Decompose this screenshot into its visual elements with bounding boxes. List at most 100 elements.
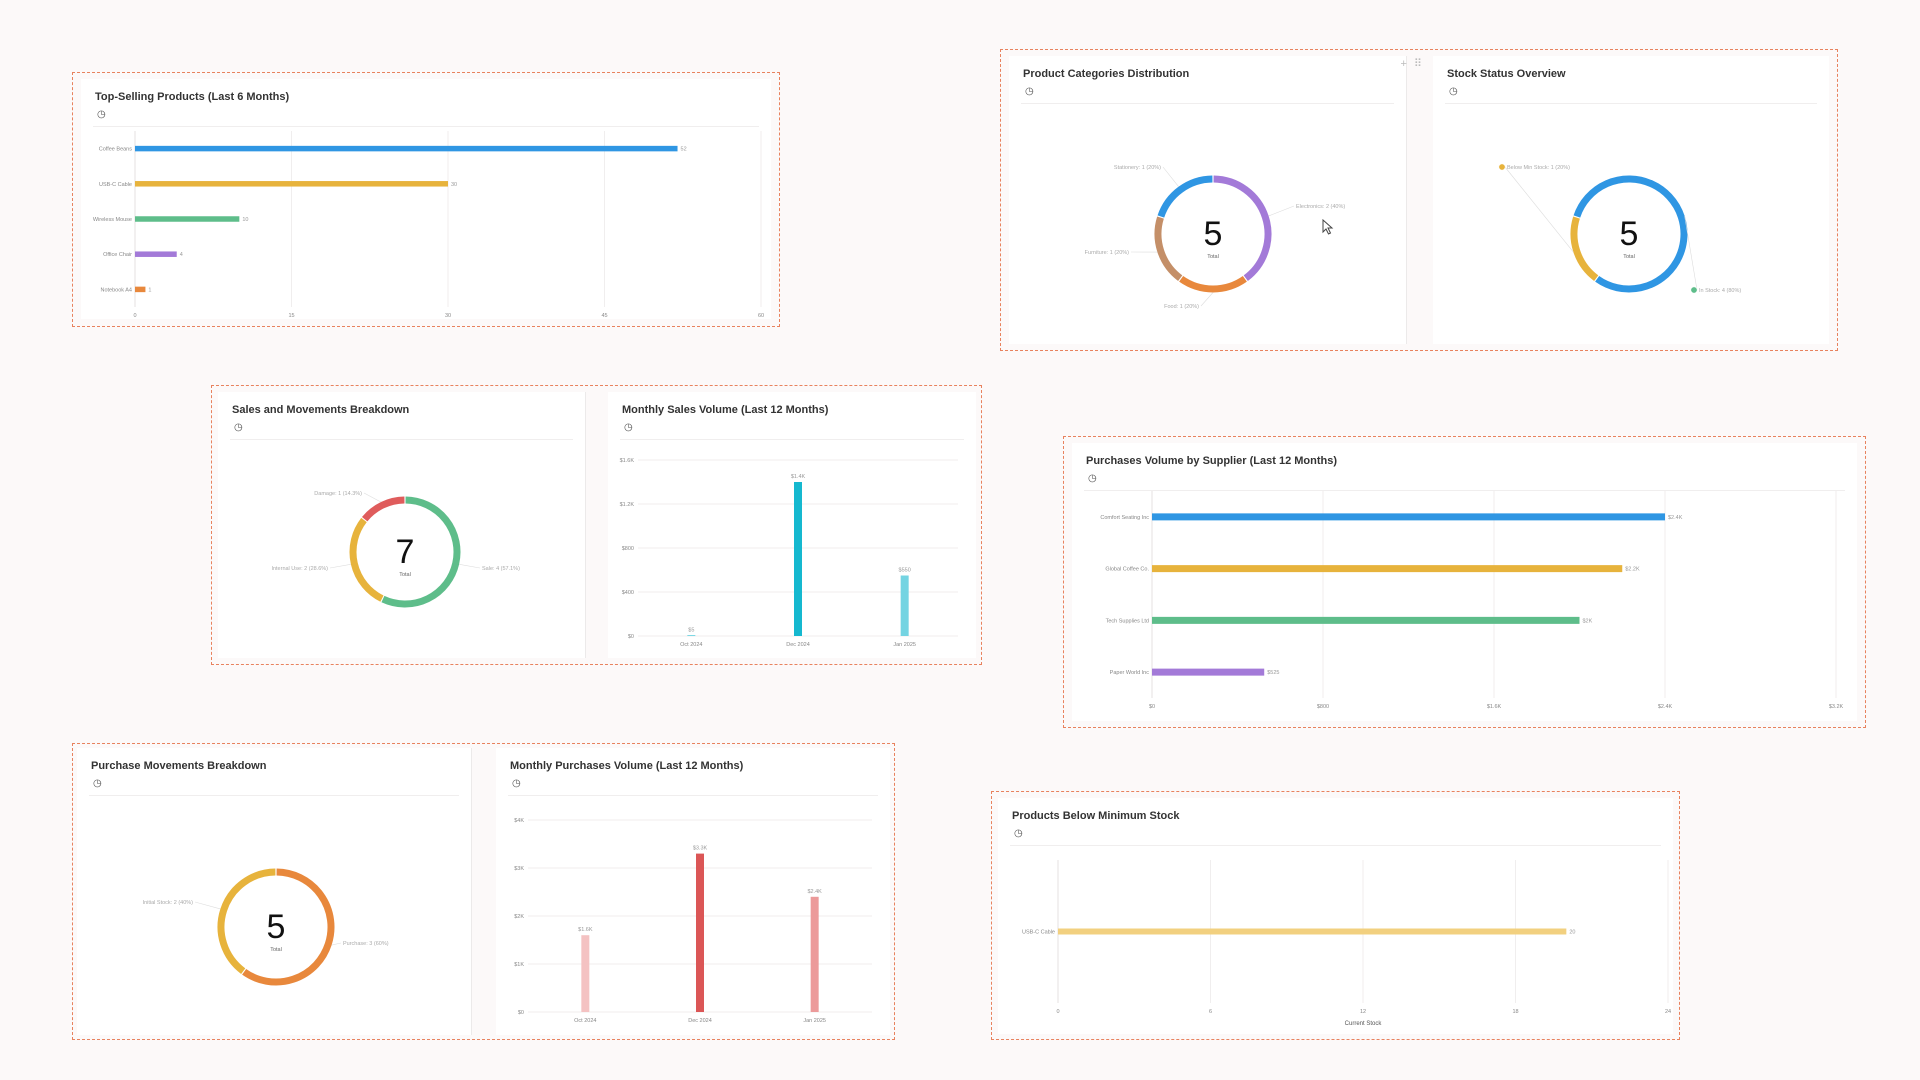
clock-icon[interactable]: ◷ bbox=[97, 109, 106, 120]
card-monthly-sales[interactable]: Monthly Sales Volume (Last 12 Months) ◷ … bbox=[608, 392, 976, 658]
clock-icon[interactable]: ◷ bbox=[234, 422, 243, 433]
leader-line bbox=[1684, 215, 1698, 291]
x-tick-label: 18 bbox=[1512, 1009, 1518, 1015]
divider bbox=[1084, 490, 1845, 491]
bar bbox=[581, 935, 590, 1012]
category-label: Wireless Mouse bbox=[93, 217, 132, 223]
bar bbox=[135, 181, 448, 187]
data-label: $1.6K bbox=[578, 927, 593, 933]
x-tick-label: $800 bbox=[1317, 704, 1329, 710]
card-title: Stock Status Overview bbox=[1447, 68, 1566, 80]
divider bbox=[1021, 103, 1394, 104]
data-label: $2.2K bbox=[1625, 567, 1640, 573]
bar bbox=[1058, 928, 1567, 935]
x-tick-label: 24 bbox=[1665, 1009, 1671, 1015]
donut-slice bbox=[361, 496, 405, 522]
donut-slice bbox=[1570, 216, 1599, 281]
clock-icon[interactable]: ◷ bbox=[1449, 86, 1458, 97]
widget-group-sales: Sales and Movements Breakdown ◷ Sale: 4 … bbox=[211, 385, 982, 665]
data-label: 20 bbox=[1569, 930, 1575, 936]
card-purchases-by-supplier[interactable]: Purchases Volume by Supplier (Last 12 Mo… bbox=[1072, 443, 1857, 721]
data-label: $2.4K bbox=[1668, 515, 1683, 521]
card-top-selling-products[interactable]: Top-Selling Products (Last 6 Months) ◷ 0… bbox=[81, 79, 771, 319]
card-title: Top-Selling Products (Last 6 Months) bbox=[95, 91, 290, 103]
card-purchase-breakdown[interactable]: Purchase Movements Breakdown ◷ Purchase:… bbox=[77, 748, 472, 1035]
top-selling-chart: 0 15 30 45 60 Coffee Beans 52 USB-C Cable 30 Wire… bbox=[93, 131, 764, 319]
card-product-categories[interactable]: Product Categories Distribution ◷ Electr… bbox=[1009, 56, 1422, 344]
cursor-icon bbox=[1322, 219, 1334, 235]
purchase-breakdown-donut-chart: Purchase: 3 (60%) Initial Stock: 2 (40%) 5… bbox=[143, 868, 389, 986]
category-label: USB-C Cable bbox=[1022, 930, 1055, 936]
data-label: 52 bbox=[681, 147, 687, 153]
card-below-minimum-stock[interactable]: Products Below Minimum Stock ◷ 0 6 12 18 24 U… bbox=[998, 798, 1673, 1034]
leader-line bbox=[1162, 166, 1179, 187]
donut-slice bbox=[1157, 175, 1213, 218]
y-tick-label: $4K bbox=[514, 818, 524, 824]
bar bbox=[1152, 565, 1623, 573]
data-label: 1 bbox=[148, 287, 151, 293]
data-label: $525 bbox=[1267, 670, 1279, 676]
x-tick-label: 15 bbox=[288, 313, 294, 319]
y-tick-label: $3K bbox=[514, 866, 524, 872]
widget-group-top-selling: Top-Selling Products (Last 6 Months) ◷ 0… bbox=[72, 72, 780, 327]
y-tick-label: $800 bbox=[622, 546, 634, 552]
clock-icon[interactable]: ◷ bbox=[1025, 86, 1034, 97]
x-tick-label: 6 bbox=[1209, 1009, 1212, 1015]
bar bbox=[135, 145, 678, 152]
stock-status-donut-chart: In Stock: 4 (80%) Below Min Stock: 1 (20%… bbox=[1498, 163, 1741, 294]
clock-icon[interactable]: ◷ bbox=[1014, 828, 1023, 839]
donut-slice bbox=[1573, 175, 1688, 293]
slice-label: Stationery: 1 (20%) bbox=[1114, 165, 1161, 171]
donut-total-label: Total bbox=[399, 572, 411, 578]
card-monthly-purchases[interactable]: Monthly Purchases Volume (Last 12 Months… bbox=[496, 748, 890, 1035]
x-tick-label: 45 bbox=[601, 313, 607, 319]
slice-label: Damage: 1 (14.3%) bbox=[314, 491, 362, 497]
clock-icon[interactable]: ◷ bbox=[93, 778, 102, 789]
monthly-sales-chart: $0 $400 $800 $1.2K $1.6K $5 Oct 2024 $1.4K Dec 2… bbox=[620, 458, 958, 648]
divider bbox=[1445, 103, 1817, 104]
x-tick-label: Dec 2024 bbox=[688, 1018, 712, 1024]
x-tick-label: Jan 2025 bbox=[893, 642, 916, 648]
category-label: Notebook A4 bbox=[101, 287, 133, 293]
donut-total-label: Total bbox=[1207, 254, 1219, 260]
y-tick-label: $0 bbox=[518, 1010, 524, 1016]
card-stock-status[interactable]: Stock Status Overview ◷ In Stock: 4 (80%… bbox=[1433, 56, 1829, 344]
card-title: Monthly Sales Volume (Last 12 Months) bbox=[622, 404, 829, 416]
bar bbox=[135, 216, 240, 222]
drag-handle-icon[interactable]: + ⠿ bbox=[1400, 58, 1424, 70]
slice-label: Below Min Stock: 1 (20%) bbox=[1507, 165, 1570, 171]
slice-label: Electronics: 2 (40%) bbox=[1296, 204, 1345, 210]
bar bbox=[1152, 616, 1580, 624]
donut-total-value: 5 bbox=[1620, 215, 1639, 253]
clock-icon[interactable]: ◷ bbox=[1088, 473, 1097, 484]
card-title: Product Categories Distribution bbox=[1023, 68, 1190, 80]
leader-line bbox=[459, 564, 481, 569]
legend-dot bbox=[1498, 163, 1506, 171]
divider bbox=[508, 795, 878, 796]
bar bbox=[135, 286, 146, 293]
card-sales-breakdown[interactable]: Sales and Movements Breakdown ◷ Sale: 4 … bbox=[218, 392, 586, 658]
y-tick-label: $400 bbox=[622, 590, 634, 596]
leader-line bbox=[1200, 292, 1214, 307]
category-label: USB-C Cable bbox=[99, 182, 132, 188]
bar bbox=[135, 251, 177, 257]
divider bbox=[1010, 845, 1661, 846]
leader-line bbox=[331, 942, 342, 946]
clock-icon[interactable]: ◷ bbox=[512, 778, 521, 789]
x-tick-label: Jan 2025 bbox=[803, 1018, 826, 1024]
bar bbox=[696, 853, 704, 1012]
donut-total-value: 7 bbox=[396, 533, 415, 571]
x-tick-label: Oct 2024 bbox=[680, 642, 702, 648]
clock-icon[interactable]: ◷ bbox=[624, 422, 633, 433]
divider bbox=[620, 439, 964, 440]
legend-dot bbox=[1690, 286, 1698, 294]
widget-group-below-min: Products Below Minimum Stock ◷ 0 6 12 18 24 U… bbox=[991, 791, 1680, 1040]
categories-donut-chart: Electronics: 2 (40%) Food: 1 (20%) Furnitu… bbox=[1085, 165, 1346, 310]
slice-label: Initial Stock: 2 (40%) bbox=[143, 900, 194, 906]
leader-line bbox=[1268, 205, 1295, 217]
bar bbox=[1152, 668, 1265, 676]
y-tick-label: $2K bbox=[514, 914, 524, 920]
bar bbox=[687, 635, 696, 636]
category-label: Office Chair bbox=[103, 252, 132, 258]
donut-slice bbox=[1179, 275, 1247, 293]
